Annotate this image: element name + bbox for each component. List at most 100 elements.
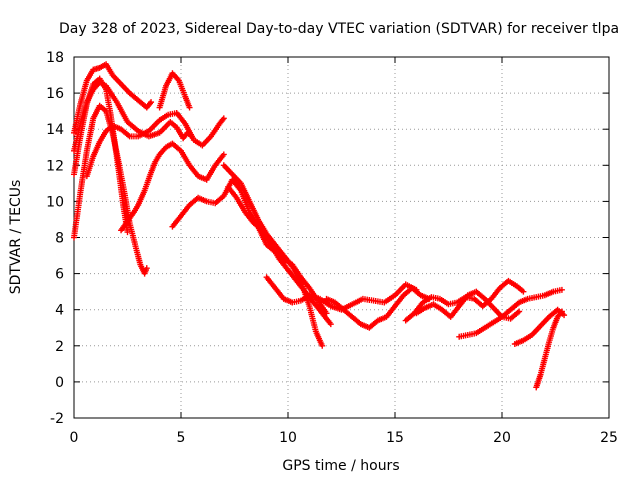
data-point-run xyxy=(247,200,261,221)
data-point-run xyxy=(415,306,427,316)
data-point-run xyxy=(515,284,525,294)
series-arc-14 xyxy=(413,288,523,322)
data-point-run xyxy=(119,127,132,139)
data-point-run xyxy=(142,267,149,275)
data-point-run xyxy=(157,145,168,156)
data-point-run xyxy=(281,254,295,268)
data-point-run xyxy=(110,73,123,86)
data-point-run xyxy=(555,309,564,319)
series-arc-13 xyxy=(402,277,527,324)
x-tick-label: 0 xyxy=(70,430,79,446)
data-point-run xyxy=(342,307,354,319)
data-point-run xyxy=(78,101,90,125)
data-point-run xyxy=(238,189,252,214)
y-tick-label: 14 xyxy=(46,122,64,138)
data-point-run xyxy=(383,293,397,305)
data-point-run xyxy=(466,289,478,298)
y-tick-label: 0 xyxy=(55,375,64,391)
data-point-run xyxy=(128,91,140,103)
data-point-run xyxy=(260,229,273,246)
data-point-run xyxy=(432,302,444,312)
y-tick-label: 10 xyxy=(46,194,64,210)
data-point xyxy=(327,321,334,328)
data-point-run xyxy=(98,80,108,88)
data-point-run xyxy=(313,330,325,347)
data-point-run xyxy=(483,320,495,330)
data-point-run xyxy=(78,79,90,105)
data-point-run xyxy=(522,333,534,343)
data-point-run xyxy=(125,210,136,223)
data-point-run xyxy=(91,65,102,73)
data-point-run xyxy=(430,294,441,302)
data-point-run xyxy=(458,332,469,340)
data-point-run xyxy=(174,111,188,126)
x-tick-label: 5 xyxy=(177,430,186,446)
data-point-run xyxy=(181,131,190,140)
data-point-run xyxy=(543,289,555,298)
data-point-run xyxy=(170,71,181,82)
data-point-run xyxy=(393,293,406,308)
data-point-run xyxy=(457,293,470,308)
x-axis-label: GPS time / hours xyxy=(282,458,399,474)
data-point-run xyxy=(98,104,108,113)
data-point-run xyxy=(230,178,243,192)
data-point-run xyxy=(306,305,319,333)
data-point-run xyxy=(448,304,461,319)
data-point-run xyxy=(538,315,551,328)
data-point-run xyxy=(277,257,290,272)
series-arc-3 xyxy=(71,61,155,136)
data-point-run xyxy=(526,294,538,302)
data-point xyxy=(561,312,568,319)
data-point-run xyxy=(104,63,115,77)
data-point-run xyxy=(204,164,218,181)
data-point-run xyxy=(213,153,226,167)
data-point-run xyxy=(517,296,529,305)
data-point-run xyxy=(157,84,169,109)
data-point-run xyxy=(316,299,329,315)
x-tick-label: 15 xyxy=(386,430,404,446)
data-point xyxy=(220,151,227,158)
series-arc-10 xyxy=(225,183,334,328)
data-point-run xyxy=(447,299,458,307)
data-point-run xyxy=(170,214,183,229)
data-point-run xyxy=(483,297,495,310)
data-point-run xyxy=(71,103,83,134)
data-point-run xyxy=(71,191,84,239)
data-point-run xyxy=(421,295,433,305)
data-point-run xyxy=(71,135,84,176)
data-point-run xyxy=(268,243,282,261)
data-point-run xyxy=(209,122,222,138)
data-point-run xyxy=(183,95,192,109)
data-point-run xyxy=(111,140,122,174)
data-point-run xyxy=(535,292,546,300)
data-point-run xyxy=(509,300,521,312)
data-point xyxy=(520,288,527,295)
data-point xyxy=(558,286,565,293)
data-point-run xyxy=(513,338,525,347)
data-point-run xyxy=(119,82,132,95)
data-point-run xyxy=(290,265,303,282)
y-tick-label: 12 xyxy=(46,158,64,174)
data-points xyxy=(71,61,568,391)
data-point-run xyxy=(213,194,226,205)
data-point-run xyxy=(148,160,158,174)
series-arc-17 xyxy=(533,308,565,391)
x-tick-label: 10 xyxy=(279,430,297,446)
data-point-run xyxy=(238,182,252,203)
grid-lines xyxy=(74,57,609,418)
data-point-run xyxy=(474,289,487,301)
data-point-run xyxy=(333,300,346,312)
data-point-run xyxy=(393,283,408,297)
series-arc-5 xyxy=(83,109,227,180)
data-point-run xyxy=(492,315,504,325)
data-point-run xyxy=(205,198,217,206)
data-point-run xyxy=(176,79,188,98)
data-point-run xyxy=(183,122,196,142)
data-point-run xyxy=(530,324,543,337)
data-point-run xyxy=(128,133,140,140)
series-arc-9 xyxy=(220,162,326,349)
y-axis-label: SDTVAR / TECUs xyxy=(8,180,24,295)
data-point-run xyxy=(351,296,365,307)
y-tick-label: 8 xyxy=(55,231,64,247)
data-point-run xyxy=(507,278,519,289)
